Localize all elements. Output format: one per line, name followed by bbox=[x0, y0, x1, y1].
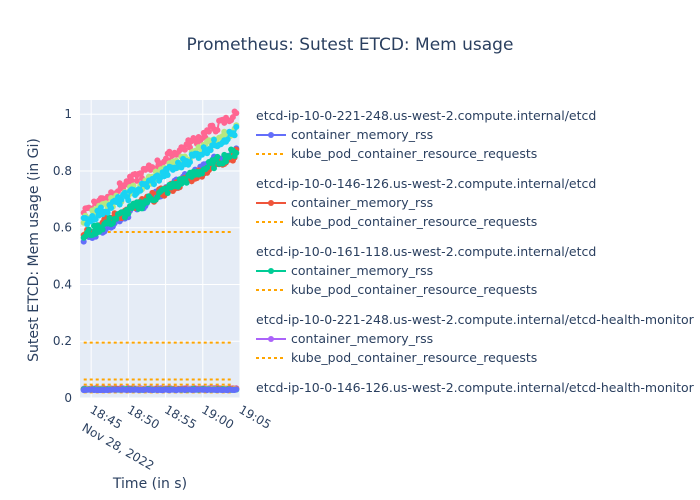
y-tick-label: 0.8 bbox=[53, 164, 72, 178]
data-point bbox=[211, 165, 217, 172]
legend-swatch-marker bbox=[268, 336, 274, 342]
data-point bbox=[223, 158, 229, 165]
data-point bbox=[125, 210, 132, 217]
data-point bbox=[205, 128, 212, 135]
series-low-4[interactable] bbox=[80, 386, 240, 394]
data-point bbox=[97, 204, 104, 211]
legend-group-title[interactable]: etcd-ip-10-0-221-248.us-west-2.compute.i… bbox=[256, 108, 596, 123]
legend-item[interactable]: container_memory_rss bbox=[256, 195, 433, 210]
legend-swatch-marker bbox=[268, 200, 274, 206]
legend-item-label: kube_pod_container_resource_requests bbox=[291, 350, 537, 365]
y-tick-label: 0 bbox=[64, 391, 72, 405]
data-point bbox=[137, 170, 144, 177]
series-g2[interactable] bbox=[80, 146, 240, 241]
data-point bbox=[128, 177, 135, 184]
data-point bbox=[125, 197, 132, 204]
legend-item[interactable]: kube_pod_container_resource_requests bbox=[256, 214, 537, 229]
series-cyan[interactable] bbox=[80, 123, 240, 228]
data-point bbox=[183, 179, 190, 186]
data-point bbox=[226, 154, 233, 160]
x-axis-title: Time (in s) bbox=[112, 476, 187, 492]
data-point bbox=[116, 201, 123, 208]
data-point bbox=[99, 226, 106, 233]
legend-item-label: container_memory_rss bbox=[291, 195, 433, 210]
legend-swatch-marker bbox=[268, 268, 274, 274]
data-point bbox=[164, 172, 171, 178]
data-point bbox=[108, 205, 115, 211]
legend-group-title[interactable]: etcd-ip-10-0-161-118.us-west-2.compute.i… bbox=[256, 244, 596, 259]
data-point bbox=[106, 214, 113, 221]
legend-item-label: container_memory_rss bbox=[291, 331, 433, 346]
data-point bbox=[211, 136, 217, 143]
legend-item-label: container_memory_rss bbox=[291, 127, 433, 142]
data-point bbox=[163, 155, 169, 162]
legend-item-label: kube_pod_container_resource_requests bbox=[291, 146, 537, 161]
legend-item-label: container_memory_rss bbox=[291, 263, 433, 278]
data-point bbox=[231, 132, 238, 139]
legend-group-title[interactable]: etcd-ip-10-0-146-126.us-west-2.compute.i… bbox=[256, 380, 695, 395]
legend-group-title[interactable]: etcd-ip-10-0-221-248.us-west-2.compute.i… bbox=[256, 312, 695, 327]
y-tick-label: 0.2 bbox=[53, 334, 72, 348]
data-point bbox=[187, 159, 193, 166]
data-point bbox=[233, 386, 240, 393]
data-point bbox=[207, 147, 214, 154]
data-point bbox=[229, 114, 236, 121]
data-point bbox=[85, 226, 92, 233]
data-point bbox=[204, 164, 211, 171]
y-axis-ticks: 0 0.2 0.4 0.6 0.8 1 bbox=[53, 107, 72, 405]
data-point bbox=[187, 144, 193, 151]
data-point bbox=[144, 183, 151, 190]
legend-swatch-marker bbox=[268, 132, 274, 138]
data-point bbox=[233, 123, 240, 130]
data-point bbox=[178, 180, 185, 187]
legend-item[interactable]: container_memory_rss bbox=[256, 127, 433, 142]
data-point bbox=[233, 149, 240, 156]
y-tick-label: 0.4 bbox=[53, 277, 72, 291]
data-point bbox=[233, 110, 240, 117]
y-tick-label: 0.6 bbox=[53, 221, 72, 235]
y-axis-title: Sutest ETCD: Mem usage (in Gi) bbox=[26, 138, 42, 362]
data-point bbox=[133, 177, 140, 184]
data-point bbox=[214, 127, 221, 134]
legend-item[interactable]: kube_pod_container_resource_requests bbox=[256, 350, 537, 365]
legend-item[interactable]: kube_pod_container_resource_requests bbox=[256, 146, 537, 161]
data-point bbox=[164, 190, 171, 196]
data-point bbox=[151, 181, 157, 188]
data-point bbox=[200, 144, 207, 151]
x-tick-label: 18:55 bbox=[162, 402, 199, 431]
legend-item[interactable]: container_memory_rss bbox=[256, 263, 433, 278]
data-point bbox=[224, 136, 231, 143]
legend-item[interactable]: kube_pod_container_resource_requests bbox=[256, 282, 537, 297]
plot-content bbox=[80, 108, 240, 394]
legend-item[interactable]: container_memory_rss bbox=[256, 331, 433, 346]
data-point bbox=[181, 146, 188, 153]
x-tick-label: 18:50 bbox=[125, 402, 162, 431]
legend: etcd-ip-10-0-221-248.us-west-2.compute.i… bbox=[256, 108, 695, 395]
data-point bbox=[113, 215, 120, 222]
x-tick-label: 19:00 bbox=[199, 402, 236, 431]
legend-item-label: kube_pod_container_resource_requests bbox=[291, 214, 537, 229]
chart-title: Prometheus: Sutest ETCD: Mem usage bbox=[187, 35, 514, 55]
legend-item-label: kube_pod_container_resource_requests bbox=[291, 282, 537, 297]
data-point bbox=[118, 196, 125, 203]
data-point bbox=[137, 187, 144, 194]
legend-group-title[interactable]: etcd-ip-10-0-146-126.us-west-2.compute.i… bbox=[256, 176, 596, 191]
data-point bbox=[104, 209, 111, 216]
y-tick-label: 1 bbox=[64, 107, 72, 121]
data-point bbox=[144, 199, 151, 206]
grid-lines bbox=[80, 100, 241, 399]
x-tick-label: 19:05 bbox=[237, 402, 274, 431]
data-point bbox=[214, 153, 221, 160]
